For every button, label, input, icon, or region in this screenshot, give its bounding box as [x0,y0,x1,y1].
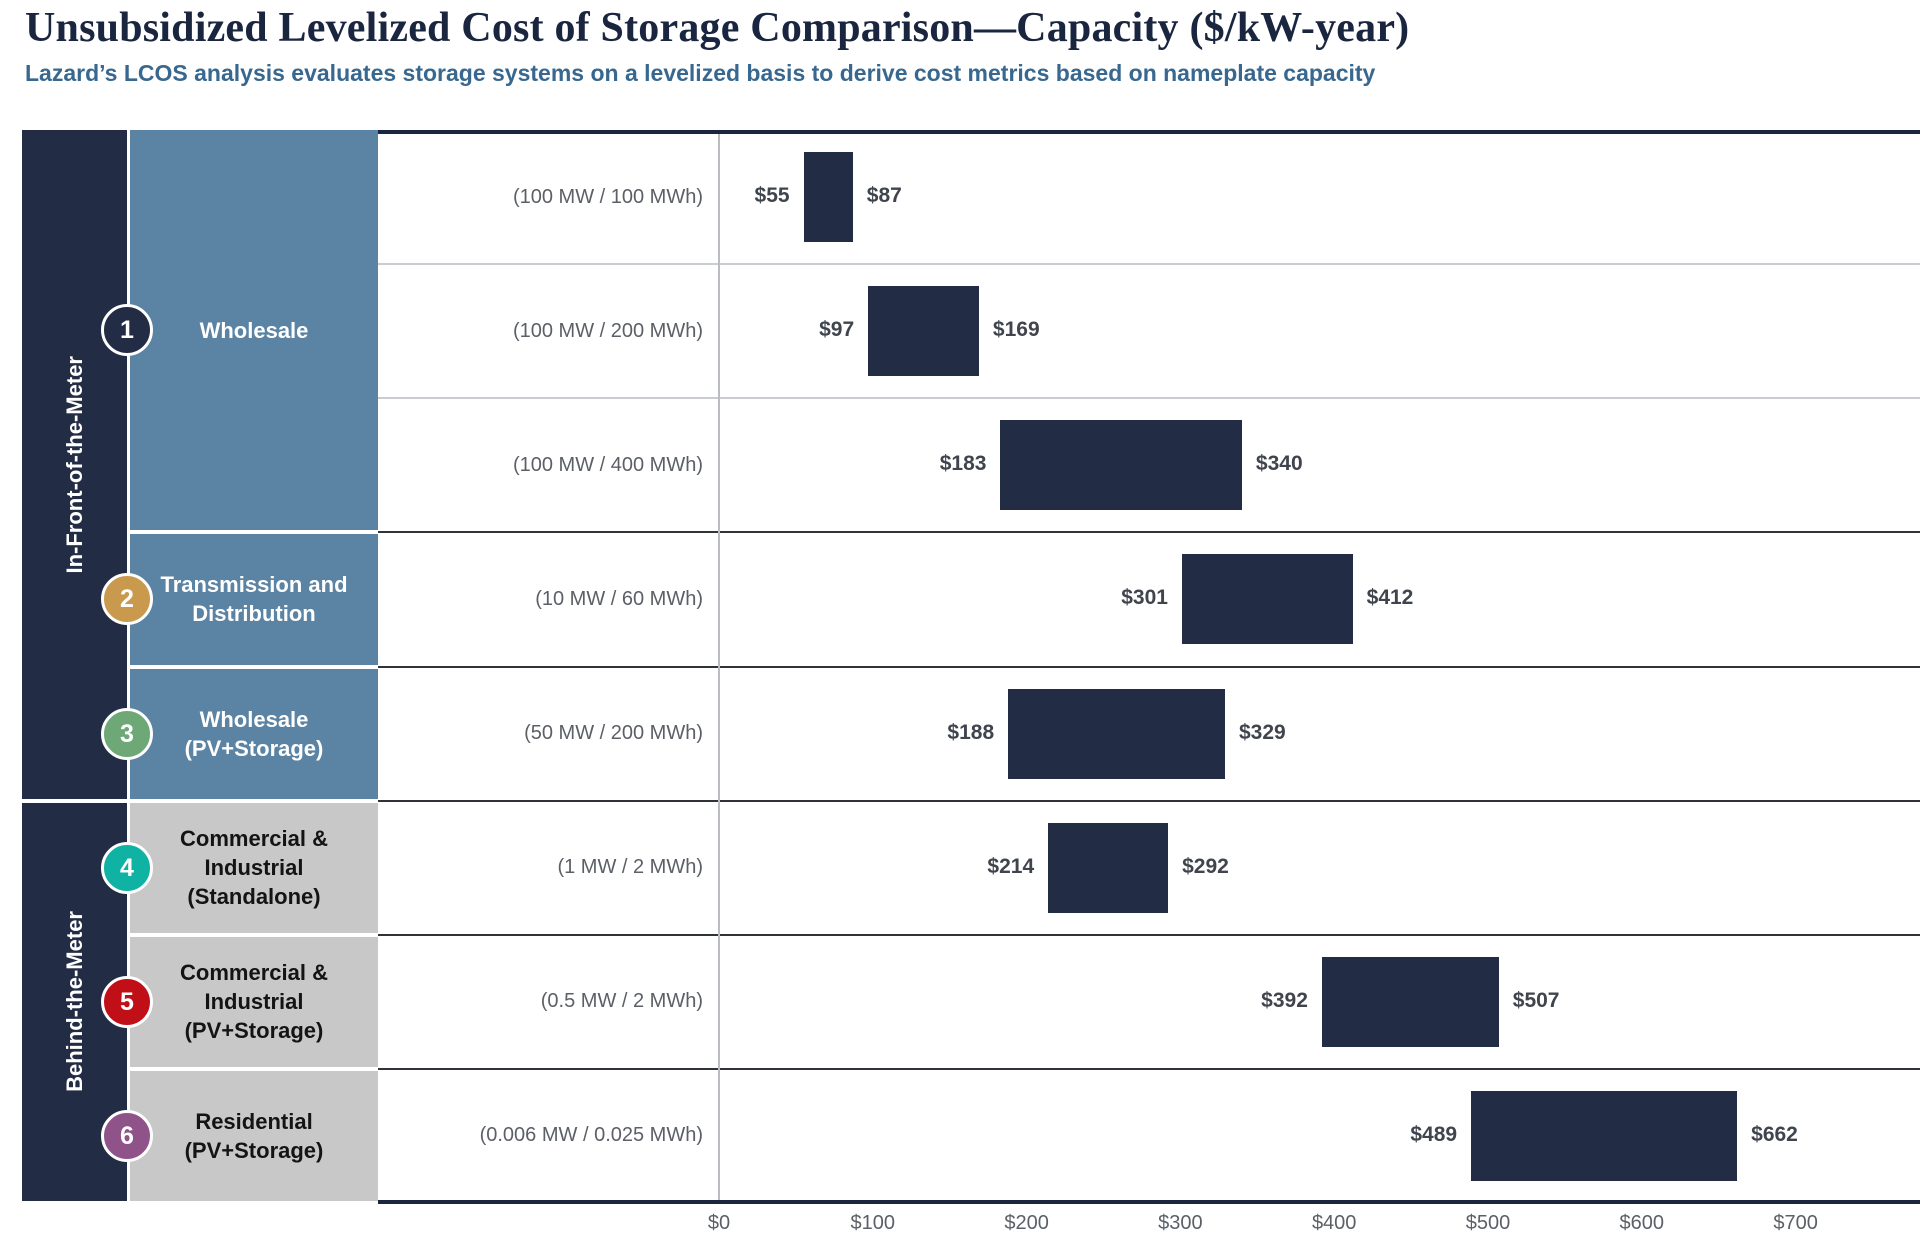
range-bar [803,152,853,243]
category-block-3: Wholesale (PV+Storage) 3 [101,668,378,799]
config-label: (1 MW / 2 MWh) [557,856,703,879]
category-label-line: Industrial [204,989,304,1015]
block-separator [378,799,1920,802]
x-axis-tick-label: $500 [1465,1212,1511,1234]
category-number-badge: 6 [101,1109,153,1162]
x-axis-tick-label: $700 [1773,1212,1818,1234]
bar-min-label: $214 [987,854,1035,878]
block-separator [378,531,1920,534]
x-axis-tick-label: $0 [707,1212,731,1234]
bar-min-label: $183 [939,452,987,476]
bar-min-label: $489 [1410,1122,1458,1146]
bar-max-label: $662 [1751,1122,1798,1146]
category-block-1: Wholesale 1 [101,130,378,531]
block-separator [378,933,1920,936]
category-number-badge: 5 [101,975,153,1028]
chart-subtitle: Lazard’s LCOS analysis evaluates storage… [25,60,1376,86]
bar-max-label: $292 [1182,854,1229,878]
config-row: (100 MW / 400 MWh) [378,398,703,532]
category-label-line: Commercial & [180,826,328,852]
config-row: (50 MW / 200 MWh) [378,667,703,801]
bar-min-label: $392 [1261,988,1308,1012]
range-bar [1321,956,1499,1047]
config-row: (0.5 MW / 2 MWh) [378,935,703,1069]
config-row: (0.006 MW / 0.025 MWh) [378,1069,703,1203]
bar-max-label: $169 [992,318,1040,342]
category-label-line: Commercial & [180,960,328,986]
category-label-line: (PV+Storage) [184,1018,324,1044]
category-label-line: (Standalone) [187,884,321,910]
bar-max-label: $329 [1239,720,1286,744]
x-axis-tick-label: $300 [1158,1212,1203,1234]
category-number-badge: 3 [101,707,153,760]
category-label-line: Residential [195,1108,313,1134]
chart-top-border [378,130,1920,134]
config-row: (1 MW / 2 MWh) [378,801,703,935]
block-separator [378,665,1920,668]
bar-max-label: $340 [1255,452,1303,476]
config-row: (100 MW / 200 MWh) [378,264,703,398]
row-separator [378,263,1920,266]
config-label: (50 MW / 200 MWh) [524,722,703,745]
config-label: (100 MW / 400 MWh) [512,453,703,476]
config-label: (100 MW / 100 MWh) [512,185,703,208]
config-row: (100 MW / 100 MWh) [378,130,703,264]
x-axis-line [378,1200,1920,1204]
range-bar [1048,822,1169,913]
range-bar [1008,688,1225,779]
bar-min-label: $301 [1121,586,1168,610]
bar-min-label: $55 [754,184,790,208]
config-label: (0.006 MW / 0.025 MWh) [479,1124,703,1147]
range-bar [1471,1090,1738,1181]
category-label-line: (PV+Storage) [184,735,324,761]
range-bar [1181,554,1353,645]
category-block-5: Commercial & Industrial (PV+Storage) 5 [101,936,378,1067]
zero-gridline [718,130,720,1203]
config-label: (10 MW / 60 MWh) [535,587,703,610]
config-row: (10 MW / 60 MWh) [378,532,703,666]
category-label-line: Wholesale [199,317,309,343]
category-number-badge: 2 [101,573,153,626]
category-label-line: Industrial [204,855,304,881]
category-label-line: (PV+Storage) [184,1137,324,1163]
range-bar [1000,420,1242,511]
bar-max-label: $412 [1366,586,1414,610]
x-axis-tick-label: $100 [850,1212,896,1234]
bar-min-label: $188 [947,720,995,744]
bar-max-label: $507 [1512,988,1560,1012]
x-axis-tick-label: $600 [1619,1212,1665,1234]
x-axis-tick-label: $200 [1004,1212,1049,1234]
bar-min-label: $97 [819,318,855,342]
row-separator [378,397,1920,400]
chart-title: Unsubsidized Levelized Cost of Storage C… [25,5,1410,51]
category-number-badge: 4 [101,841,153,894]
x-axis-tick-label: $400 [1311,1212,1357,1234]
config-label: (100 MW / 200 MWh) [512,319,703,342]
category-block-6: Residential (PV+Storage) 6 [101,1070,378,1201]
meter-group-label: Behind-the-Meter [61,911,87,1093]
category-block-2: Transmission and Distribution 2 [101,534,378,665]
range-bar [868,286,979,377]
bar-max-label: $87 [866,184,902,208]
block-separator [378,1067,1920,1070]
lcos-range-chart: In-Front-of-the-Meter Behind-the-Meter Who… [0,130,1920,1234]
category-number-badge: 1 [101,304,153,357]
category-label-line: Wholesale [199,706,309,732]
meter-group-label: In-Front-of-the-Meter [61,355,87,574]
category-block-4: Commercial & Industrial (Standalone) 4 [101,802,378,933]
meter-group-in-front-of-the-meter: In-Front-of-the-Meter [22,130,127,799]
config-label: (0.5 MW / 2 MWh) [540,990,703,1013]
category-label-line: Transmission and [160,572,348,598]
category-label-line: Distribution [192,601,316,627]
